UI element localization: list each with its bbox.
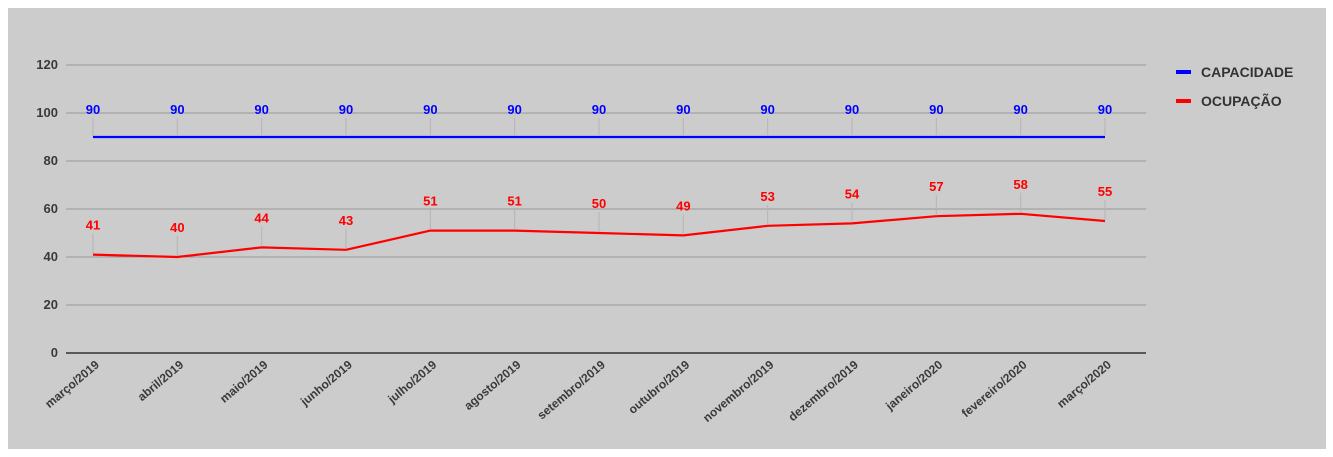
x-tick-label: abril/2019 — [135, 357, 187, 404]
data-label: 90 — [339, 102, 353, 117]
y-tick-label: 40 — [44, 249, 58, 264]
legend: CAPACIDADE OCUPAÇÃO — [1176, 64, 1293, 109]
data-labels: 90 90 90 90 90 90 90 90 90 90 90 90 90 41 40 44 43 51 51 50… — [86, 102, 1112, 256]
data-label: 57 — [929, 179, 943, 194]
x-tick-label: março/2020 — [1054, 357, 1114, 410]
legend-swatch — [1176, 70, 1191, 74]
y-axis: 0 20 40 60 80 100 120 — [36, 57, 58, 360]
data-label: 90 — [170, 102, 184, 117]
data-label: 90 — [86, 102, 100, 117]
data-label: 53 — [760, 189, 774, 204]
data-label: 50 — [592, 196, 606, 211]
data-label: 90 — [254, 102, 268, 117]
gridlines — [66, 64, 1146, 354]
data-label: 49 — [676, 198, 690, 213]
x-tick-label: junho/2019 — [297, 357, 355, 409]
x-tick-label: outubro/2019 — [626, 357, 693, 416]
x-tick-label: fevereiro/2020 — [959, 357, 1030, 420]
y-tick-label: 80 — [44, 153, 58, 168]
data-label: 44 — [254, 210, 269, 225]
y-tick-label: 120 — [36, 57, 58, 72]
x-tick-label: agosto/2019 — [461, 357, 523, 413]
x-axis: março/2019 abril/2019 maio/2019 junho/2019 j… — [42, 357, 1114, 425]
x-tick-label: julho/2019 — [385, 357, 440, 406]
data-label: 90 — [676, 102, 690, 117]
data-label: 90 — [507, 102, 521, 117]
x-tick-label: março/2019 — [42, 357, 102, 410]
data-label: 58 — [1013, 177, 1027, 192]
y-tick-label: 60 — [44, 201, 58, 216]
data-label: 90 — [1098, 102, 1112, 117]
x-tick-label: maio/2019 — [217, 357, 271, 405]
data-label: 51 — [423, 194, 437, 209]
data-label: 51 — [507, 194, 521, 209]
data-label: 90 — [845, 102, 859, 117]
data-label: 90 — [423, 102, 437, 117]
data-label: 90 — [592, 102, 606, 117]
data-label: 54 — [845, 186, 860, 201]
data-label: 90 — [760, 102, 774, 117]
data-label: 90 — [929, 102, 943, 117]
line-chart: 0 20 40 60 80 100 120 março/2019 abril/2019 maio… — [36, 57, 1293, 425]
legend-label: CAPACIDADE — [1201, 64, 1293, 80]
legend-label: OCUPAÇÃO — [1201, 92, 1282, 109]
series-lines — [92, 135, 1106, 259]
x-tick-label: janeiro/2020 — [882, 357, 945, 413]
data-label: 90 — [1013, 102, 1027, 117]
data-label: 55 — [1098, 184, 1112, 199]
x-tick-label: dezembro/2019 — [785, 357, 861, 424]
x-tick-label: novembro/2019 — [700, 357, 777, 425]
series-line-1 — [92, 212, 1106, 259]
data-label: 40 — [170, 220, 184, 235]
legend-swatch — [1176, 99, 1191, 103]
chart-panel: 0 20 40 60 80 100 120 março/2019 abril/2019 maio… — [8, 8, 1326, 449]
data-label: 43 — [339, 213, 353, 228]
y-tick-label: 0 — [51, 345, 58, 360]
x-tick-label: setembro/2019 — [535, 357, 609, 422]
data-label: 41 — [86, 218, 100, 233]
y-tick-label: 100 — [36, 105, 58, 120]
y-tick-label: 20 — [44, 297, 58, 312]
